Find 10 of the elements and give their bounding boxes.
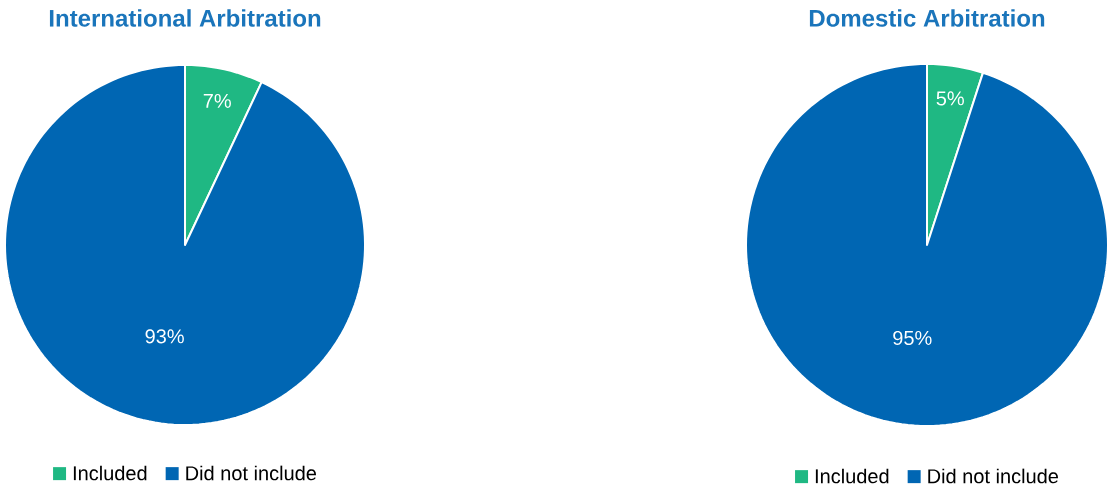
data-label: 7% xyxy=(203,93,231,108)
legend-label: Did not include xyxy=(928,468,1059,484)
chart-title: Domestic Arbitration xyxy=(809,9,1045,27)
data-label: 93% xyxy=(145,329,184,344)
legend-label: Included xyxy=(73,465,147,481)
data-label: 95% xyxy=(893,330,932,346)
legend-label: Included xyxy=(815,468,889,484)
data-label: 5% xyxy=(936,91,964,106)
legend-label: Did not include xyxy=(186,465,317,481)
chart-title: International Arbitration xyxy=(49,9,321,27)
